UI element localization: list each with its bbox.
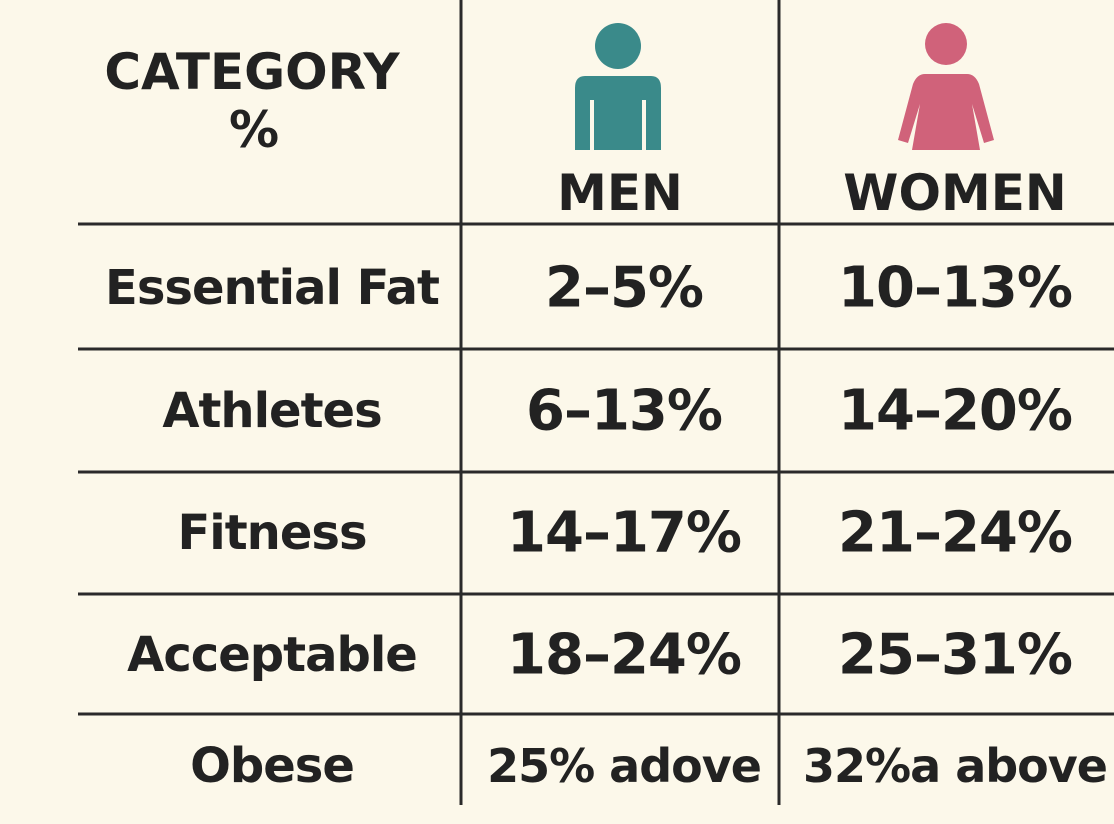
cell-value: 21–24% [838, 500, 1073, 566]
header-column: WOMEN [843, 164, 1067, 222]
cell-value: 32%a above [803, 739, 1108, 793]
cell-value: 25–31% [838, 622, 1073, 688]
woman-icon [898, 23, 994, 150]
cell-value: 2–5% [544, 255, 704, 321]
cell-value: 25% adove [487, 739, 762, 793]
row-label: Acceptable [127, 627, 418, 683]
row-label: Obese [190, 738, 355, 794]
row-label: Athletes [162, 383, 382, 439]
cell-value: 14–17% [507, 500, 742, 566]
row-label: Fitness [177, 505, 367, 561]
header-category: % [228, 101, 280, 159]
cell-value: 18–24% [507, 622, 742, 688]
cell-value: 14–20% [838, 378, 1073, 444]
man-icon [575, 23, 661, 150]
header-column: MEN [557, 164, 683, 222]
cell-value: 10–13% [838, 255, 1073, 321]
cell-value: 6–13% [525, 378, 723, 444]
row-label: Essential Fat [105, 260, 440, 316]
header-category: CATEGORY [104, 43, 400, 101]
